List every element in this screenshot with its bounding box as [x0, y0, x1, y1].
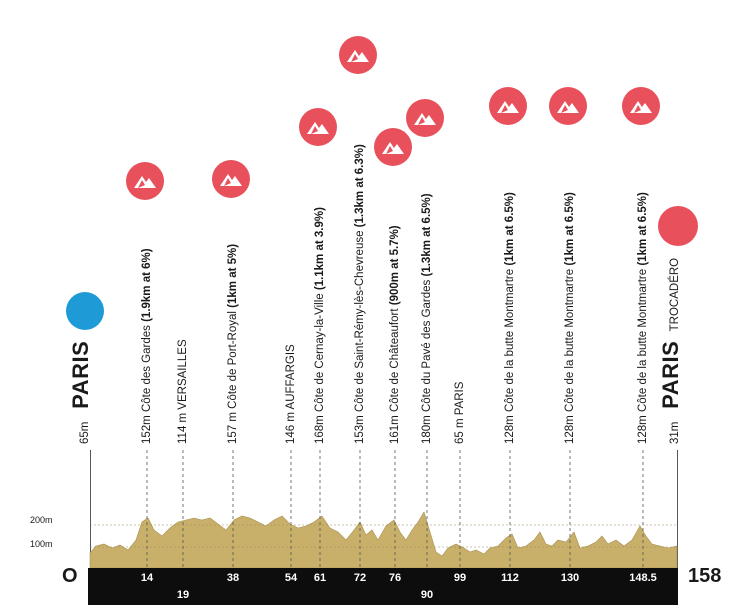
waypoint-name: 65 m PARIS — [454, 381, 466, 444]
elevation-area — [89, 511, 678, 569]
mountain-icon — [299, 108, 337, 146]
waypoint-climb-stats: (1km at 6.5%) — [504, 192, 516, 266]
mountain-icon — [212, 160, 250, 198]
waypoint-km: 112 — [501, 572, 519, 584]
waypoint-climb-stats: (1.3km at 6.5%) — [421, 193, 433, 277]
waypoint-label: 114 m VERSAILLES — [176, 339, 190, 444]
waypoint-label: 128m Côte de la butte Montmartre (1km at… — [563, 192, 577, 444]
waypoint-km: 90 — [420, 589, 434, 601]
mountain-icon — [549, 87, 587, 125]
waypoint-name: 146 m AUFFARGIS — [285, 344, 297, 444]
mountain-icon — [489, 87, 527, 125]
waypoint-climb-stats: (1km at 5%) — [227, 243, 239, 308]
waypoint-climb-stats: (1.1km at 3.9%) — [314, 207, 326, 291]
waypoint-name: 161m Côte de Châteaufort — [389, 305, 401, 444]
waypoint-km: 14 — [140, 572, 154, 584]
finish-marker — [658, 206, 698, 246]
waypoint-km: 76 — [388, 572, 402, 584]
waypoint-climb-stats: (1.3km at 6.3%) — [354, 144, 366, 228]
waypoint-label: 152m Côte des Gardes (1.9km at 6%) — [140, 248, 154, 444]
waypoint-climb-stats: (1km at 6.5%) — [564, 192, 576, 266]
start-marker — [66, 292, 104, 330]
waypoint-name: 128m Côte de la butte Montmartre — [504, 265, 516, 444]
waypoint-km: 38 — [226, 572, 240, 584]
waypoint-climb-stats: (1.9km at 6%) — [141, 248, 153, 322]
waypoint-name: 157 m Côte de Port-Royal — [227, 307, 239, 444]
waypoint-label: 157 m Côte de Port-Royal (1km at 5%) — [226, 244, 240, 444]
waypoint-label: 128m Côte de la butte Montmartre (1km at… — [503, 192, 517, 444]
waypoint-climb-stats: (900m at 5.7%) — [389, 225, 401, 306]
waypoint-km: 19 — [176, 589, 190, 601]
mountain-icon — [622, 87, 660, 125]
waypoint-name: 128m Côte de la butte Montmartre — [637, 265, 649, 444]
waypoint-km: 99 — [453, 572, 467, 584]
waypoint-name: 152m Côte des Gardes — [141, 321, 153, 444]
mountain-icon — [406, 99, 444, 137]
waypoint-label: 65 m PARIS — [453, 382, 467, 444]
waypoint-label: 153m Côte de Saint-Rémy-lès-Chevreuse (1… — [353, 144, 367, 444]
finish-line — [677, 450, 678, 568]
distance-strip — [88, 568, 678, 605]
waypoint-name: 153m Côte de Saint-Rémy-lès-Chevreuse — [354, 227, 366, 444]
mountain-icon — [339, 36, 377, 74]
waypoint-label: 161m Côte de Châteaufort (900m at 5.7%) — [388, 225, 402, 444]
waypoint-km: 130 — [560, 572, 580, 584]
waypoint-label: 180m Côte du Pavé des Gardes (1.3km at 6… — [420, 193, 434, 444]
end-distance: 158 — [688, 565, 722, 587]
mountain-icon — [126, 162, 164, 200]
mountain-icon — [374, 128, 412, 166]
waypoint-climb-stats: (1km at 6.5%) — [637, 192, 649, 266]
start-distance: O — [62, 565, 78, 587]
waypoint-name: 128m Côte de la butte Montmartre — [564, 265, 576, 444]
waypoint-km: 148.5 — [629, 572, 657, 584]
start-line — [90, 450, 91, 568]
waypoint-name: 180m Côte du Pavé des Gardes — [421, 276, 433, 444]
waypoint-km: 54 — [284, 572, 298, 584]
waypoint-name: 114 m VERSAILLES — [177, 339, 189, 444]
waypoint-km: 72 — [353, 572, 367, 584]
waypoint-label: 168m Côte de Cernay-la-Ville (1.1km at 3… — [313, 207, 327, 444]
axis-label-100m: 100m — [30, 539, 53, 549]
waypoint-label: 128m Côte de la butte Montmartre (1km at… — [636, 192, 650, 444]
waypoint-name: 168m Côte de Cernay-la-Ville — [314, 290, 326, 444]
axis-label-200m: 200m — [30, 515, 53, 525]
waypoint-label: 146 m AUFFARGIS — [284, 344, 298, 444]
waypoint-km: 61 — [313, 572, 327, 584]
